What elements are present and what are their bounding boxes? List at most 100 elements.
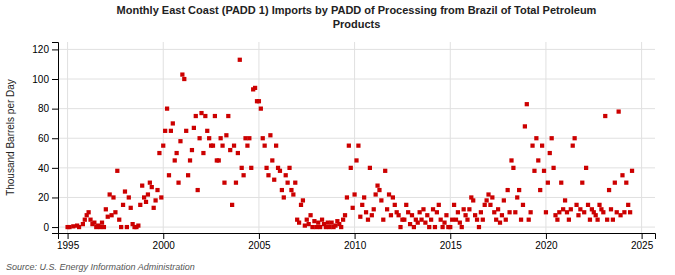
grid-line [163,42,164,233]
point [146,192,150,196]
point [161,144,165,148]
point [125,225,129,229]
point [100,221,104,225]
point [406,210,410,214]
tick: 2005 [248,233,271,251]
source: Source: U.S. Energy Information Administ… [6,262,195,272]
point [324,225,328,229]
point [150,185,154,189]
point [483,203,487,207]
point [201,151,205,155]
point [299,203,303,207]
point [173,158,177,162]
point [349,166,353,170]
grid-line [58,167,655,168]
point [410,213,414,217]
point [180,72,184,76]
point [234,181,238,185]
point [588,218,592,222]
point [404,203,408,207]
grid-line [258,42,259,233]
point [605,218,609,222]
point [379,198,383,202]
point [431,207,435,211]
point [266,173,270,177]
point [477,225,481,229]
point [372,207,376,211]
point [517,188,521,192]
point [194,114,198,118]
point [381,218,385,222]
point [190,148,194,152]
point [488,203,492,207]
point [117,218,121,222]
point [310,225,314,229]
point [513,210,517,214]
point [86,210,90,214]
point [282,195,286,199]
axis-line [52,43,59,234]
point [211,144,215,148]
point [326,221,330,225]
point [358,215,362,219]
point [368,166,372,170]
point [471,198,475,202]
point [569,207,573,211]
point [540,144,544,148]
point [111,195,115,199]
point [448,225,452,229]
point [377,188,381,192]
grid-line [58,108,655,109]
tick: 2020 [535,233,558,251]
point [553,213,557,217]
point [222,181,226,185]
point [263,144,267,148]
point [167,173,171,177]
point [178,139,182,143]
point [351,206,355,210]
tick: 120 [32,44,58,55]
axis-line [59,234,656,240]
point [165,107,169,111]
point [155,188,159,192]
point [421,207,425,211]
point [142,195,146,199]
point [188,158,192,162]
point [450,218,454,222]
point [550,136,554,140]
point [333,223,337,227]
tick-label: 2010 [344,240,367,251]
point [106,215,110,219]
tick-mark [546,233,547,239]
point [463,213,467,217]
point [115,169,119,173]
point [362,195,366,199]
y-axis-title: Thousand Barrels per Day [5,79,16,196]
point [534,136,538,140]
point [196,188,200,192]
point [228,148,232,152]
point [452,203,456,207]
point [356,144,360,148]
tick-mark [355,233,356,239]
point [444,213,448,217]
point [268,133,272,137]
point [467,207,471,211]
point [207,136,211,140]
point [578,207,582,211]
point [243,136,247,140]
point [532,169,536,173]
point [607,188,611,192]
point [305,218,309,222]
point [364,210,368,214]
point [500,213,504,217]
point [121,203,125,207]
point [274,144,278,148]
point [226,114,230,118]
point [630,169,634,173]
tick-mark [52,138,58,139]
point [138,203,142,207]
point [618,213,622,217]
point [523,124,527,128]
grid [58,42,655,233]
